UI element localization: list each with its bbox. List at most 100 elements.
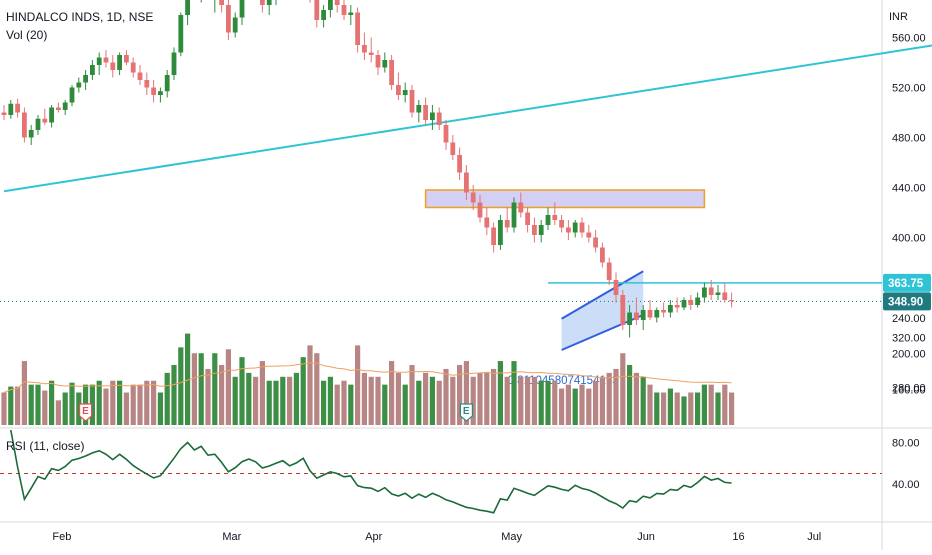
candle-body bbox=[654, 310, 660, 318]
candle-body bbox=[28, 130, 34, 138]
candle-body bbox=[35, 118, 41, 130]
volume-bar bbox=[565, 384, 571, 425]
symbol-title[interactable]: HINDALCO INDS, 1D, NSE bbox=[6, 10, 154, 24]
volume-bar bbox=[525, 376, 531, 425]
volume-bar bbox=[280, 376, 286, 425]
volume-legend[interactable]: Vol (20) bbox=[6, 28, 48, 42]
candle-body bbox=[545, 215, 551, 225]
candle-body bbox=[185, 0, 190, 15]
rsi-legend[interactable]: RSI (11, close) bbox=[6, 439, 85, 453]
candle-body bbox=[69, 87, 75, 103]
volume-bar bbox=[62, 392, 68, 425]
volume-bar bbox=[185, 333, 191, 425]
current-price-tag-bg bbox=[883, 292, 931, 311]
volume-bar bbox=[287, 376, 293, 425]
candle-body bbox=[600, 247, 605, 263]
level-price-tag: 363.75 bbox=[888, 278, 924, 290]
current-price-tag: 348.90 bbox=[888, 296, 923, 308]
volume-bar bbox=[450, 376, 456, 425]
time-tick-label: Apr bbox=[365, 531, 382, 543]
earnings-marker bbox=[79, 403, 93, 422]
volume-bar bbox=[225, 349, 231, 425]
time-axis[interactable]: FebMarAprMayJun16JulAug bbox=[52, 531, 932, 543]
candle-body bbox=[117, 55, 122, 70]
price-tick-label: 320.00 bbox=[892, 333, 926, 345]
candle-body bbox=[76, 82, 82, 88]
time-tick-label: Jul bbox=[807, 531, 821, 543]
candle-body bbox=[328, 0, 333, 10]
volume-bar bbox=[1, 392, 7, 425]
volume-bar bbox=[28, 384, 34, 425]
volume-bar bbox=[253, 376, 259, 425]
volume-bar bbox=[436, 380, 442, 425]
candle-body bbox=[96, 57, 102, 65]
candle-body bbox=[634, 312, 639, 320]
candle-body bbox=[620, 295, 626, 325]
volume-bar bbox=[579, 384, 585, 425]
candle-body bbox=[443, 125, 449, 143]
volume-bar bbox=[307, 345, 313, 425]
volume-bar bbox=[667, 388, 673, 425]
candle-body bbox=[702, 287, 707, 298]
price-tick-label: 400.00 bbox=[892, 233, 926, 245]
resistance-zone bbox=[424, 189, 706, 209]
candle-body bbox=[715, 292, 721, 295]
candle-body bbox=[722, 292, 728, 300]
volume-bar bbox=[606, 372, 612, 425]
volume-bar bbox=[538, 380, 544, 425]
candle-body bbox=[436, 112, 442, 125]
volume-bar bbox=[123, 392, 129, 425]
volume-bar bbox=[21, 361, 27, 425]
volume-bar bbox=[674, 392, 680, 425]
volume-bar bbox=[35, 384, 41, 425]
price-axis[interactable]: 280.00320.00360.00400.00440.00480.00520.… bbox=[883, 33, 931, 491]
candle-body bbox=[430, 112, 435, 120]
volume-bar bbox=[531, 376, 537, 425]
volume-bar bbox=[8, 386, 14, 425]
candle-body bbox=[260, 0, 265, 5]
volume-bar bbox=[423, 372, 429, 425]
volume-bar bbox=[103, 388, 109, 425]
volume-bar bbox=[144, 380, 150, 425]
candle-body bbox=[219, 0, 224, 5]
rsi-pane[interactable] bbox=[0, 429, 882, 514]
volume-tick-label: 240.00 bbox=[892, 313, 926, 325]
candle-body bbox=[566, 227, 571, 233]
price-pane[interactable]: 0.8110458074154153 bbox=[0, 0, 932, 387]
volume-bar bbox=[654, 392, 660, 425]
candle-body bbox=[341, 5, 347, 15]
volume-bar bbox=[212, 353, 218, 425]
volume-bar bbox=[198, 353, 204, 425]
volume-bar bbox=[266, 380, 272, 425]
candle-body bbox=[668, 305, 673, 313]
candle-body bbox=[56, 107, 61, 110]
candle-body bbox=[396, 85, 401, 95]
candle-body bbox=[130, 62, 136, 73]
rsi-tick-label: 80.00 bbox=[892, 437, 920, 449]
volume-bar bbox=[484, 372, 490, 425]
volume-bar bbox=[130, 384, 136, 425]
price-tick-label: 520.00 bbox=[892, 83, 926, 95]
candle-body bbox=[171, 52, 177, 75]
volume-bar bbox=[314, 353, 320, 425]
volume-bar bbox=[545, 380, 551, 425]
rsi-line bbox=[10, 429, 732, 514]
volume-bar bbox=[321, 380, 327, 425]
candle-body bbox=[450, 142, 456, 155]
time-tick-label: May bbox=[501, 531, 522, 543]
candle-body bbox=[266, 0, 272, 5]
volume-bar bbox=[593, 380, 599, 425]
candle-body bbox=[729, 300, 734, 302]
volume-bar bbox=[681, 396, 687, 425]
candle-body bbox=[518, 202, 524, 213]
volume-tick-label: 160.00 bbox=[892, 384, 926, 396]
candle-body bbox=[504, 220, 510, 228]
volume-bar bbox=[633, 372, 639, 425]
candle-body bbox=[559, 220, 564, 228]
volume-bar bbox=[620, 353, 626, 425]
candle-body bbox=[525, 212, 530, 225]
volume-bar bbox=[157, 392, 163, 425]
candle-body bbox=[661, 310, 666, 313]
